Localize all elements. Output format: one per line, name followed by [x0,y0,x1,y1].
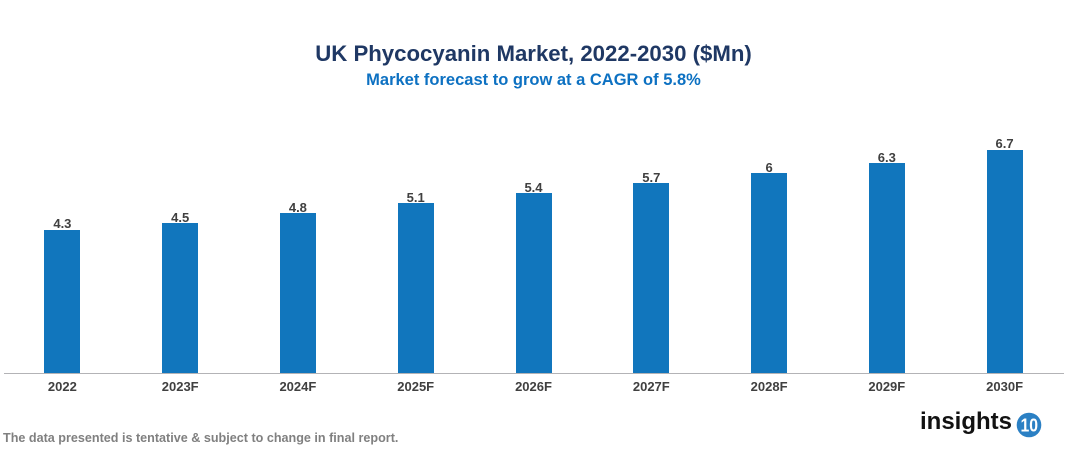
svg-text:10: 10 [1020,414,1037,435]
